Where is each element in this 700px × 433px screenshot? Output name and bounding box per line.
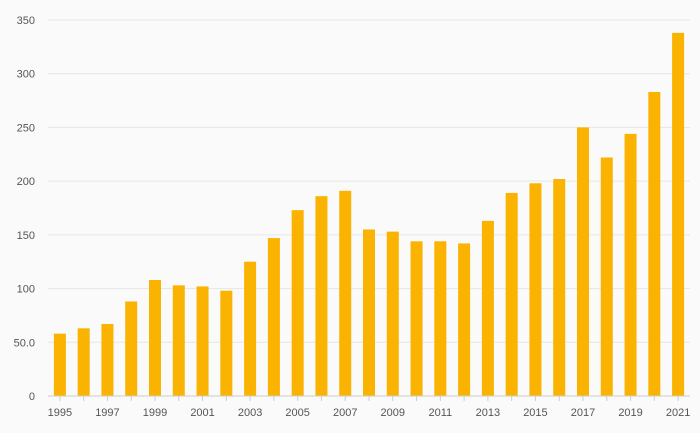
bar-2007 bbox=[339, 190, 352, 396]
y-tick-label: 100 bbox=[17, 284, 35, 296]
y-tick-label: 50.0 bbox=[14, 337, 35, 349]
bars bbox=[53, 32, 685, 397]
y-tick-label: 200 bbox=[17, 176, 35, 188]
x-tick-label: 2001 bbox=[190, 407, 214, 419]
x-tick-label: 2015 bbox=[523, 407, 547, 419]
bar-2011 bbox=[434, 241, 447, 396]
bar-2012 bbox=[458, 243, 471, 396]
bar-1998 bbox=[125, 301, 138, 396]
bar-2009 bbox=[386, 231, 399, 396]
y-tick-label: 250 bbox=[17, 122, 35, 134]
x-tick-label: 2017 bbox=[571, 407, 595, 419]
x-tick-label: 2003 bbox=[238, 407, 262, 419]
y-axis-tick-labels: 0 50.0 100 150 200 250 300 350 bbox=[14, 15, 35, 403]
bar-2019 bbox=[624, 133, 637, 397]
bar-2015 bbox=[529, 183, 542, 396]
bar-2013 bbox=[481, 220, 494, 396]
bar-2020 bbox=[648, 91, 661, 396]
x-tick-label: 2011 bbox=[429, 407, 453, 419]
bar-2005 bbox=[291, 210, 304, 396]
x-tick-label: 2013 bbox=[476, 407, 500, 419]
y-tick-label: 300 bbox=[17, 69, 35, 81]
y-tick-label: 0 bbox=[29, 391, 35, 403]
bar-2018 bbox=[600, 157, 613, 396]
bar-2003 bbox=[244, 261, 257, 396]
bar-2021 bbox=[672, 32, 685, 397]
bar-2008 bbox=[363, 229, 375, 396]
bar-1996 bbox=[77, 328, 90, 396]
bar-2010 bbox=[410, 241, 423, 396]
x-tick-label: 2021 bbox=[666, 407, 690, 419]
bar-2016 bbox=[553, 178, 566, 396]
bar-1999 bbox=[149, 279, 161, 396]
bar-1997 bbox=[101, 324, 114, 396]
x-tick-label: 1995 bbox=[48, 407, 72, 419]
x-tick-label: 2005 bbox=[285, 407, 309, 419]
x-tick-label: 2009 bbox=[381, 407, 405, 419]
bar-2017 bbox=[577, 127, 589, 396]
bar-1995 bbox=[53, 333, 66, 396]
x-tick-label: 2019 bbox=[618, 407, 642, 419]
x-tick-label: 2007 bbox=[333, 407, 357, 419]
bar-2014 bbox=[505, 192, 518, 396]
y-tick-label: 150 bbox=[17, 230, 35, 242]
bar-2004 bbox=[267, 238, 280, 396]
x-tick-label: 1999 bbox=[143, 407, 167, 419]
bar-2006 bbox=[315, 196, 328, 396]
x-axis-tick-labels: 1995 1997 1999 2001 2003 2005 2007 2009 2011 2013… bbox=[48, 396, 690, 419]
y-tick-label: 350 bbox=[17, 15, 35, 27]
x-tick-label: 1997 bbox=[95, 407, 119, 419]
bar-2000 bbox=[172, 285, 185, 396]
bar-2002 bbox=[220, 290, 233, 396]
bar-2001 bbox=[196, 286, 209, 396]
